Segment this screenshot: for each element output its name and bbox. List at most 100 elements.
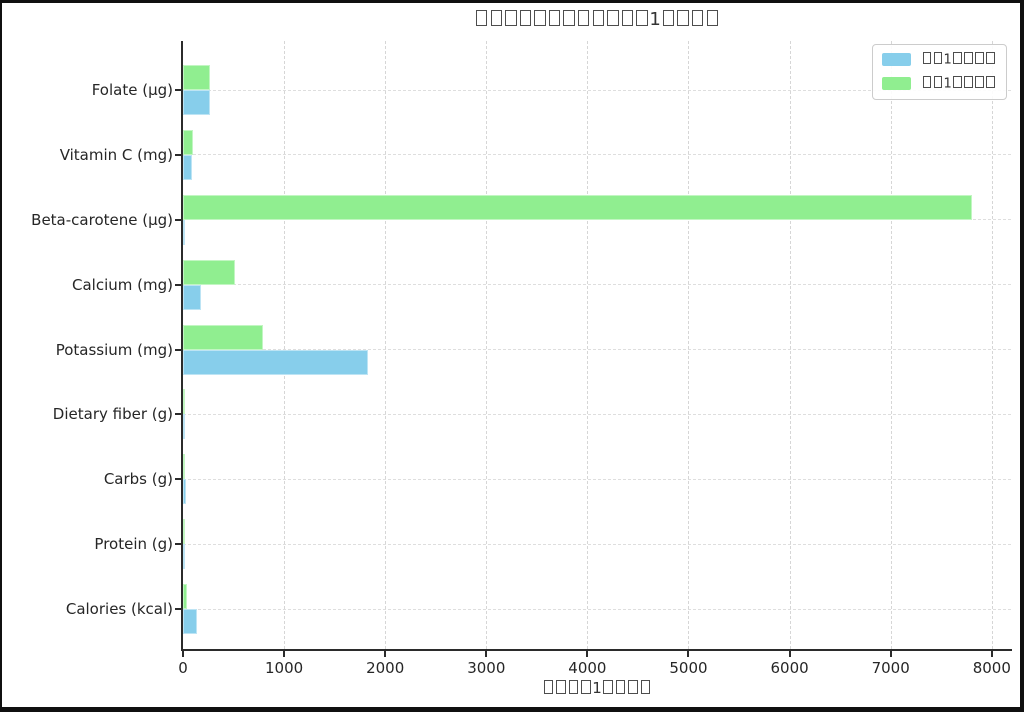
gridline-horizontal (183, 284, 1011, 286)
bar-blue-1 (183, 154, 193, 180)
gridline-horizontal (183, 89, 1011, 91)
tofu-glyph (628, 679, 638, 694)
bar-blue-8 (183, 609, 198, 634)
bar-blue-6 (183, 479, 186, 505)
tofu-glyph (476, 9, 488, 27)
tofu-glyph (519, 9, 532, 27)
tofu-glyph (578, 9, 590, 27)
tofu-glyph (975, 75, 984, 89)
gridline-vertical (890, 41, 892, 649)
x-tick-mark (485, 651, 488, 657)
bar-blue-7 (183, 544, 185, 570)
legend: 1 1 (872, 44, 1007, 101)
tofu-glyph (952, 52, 962, 65)
bar-blue-3 (183, 284, 202, 310)
tofu-glyph (490, 9, 502, 27)
tofu-glyph (603, 679, 613, 694)
tofu-glyph (568, 679, 579, 694)
bar-green-8 (183, 584, 187, 609)
gridline-horizontal (183, 349, 1011, 350)
tofu-glyph (975, 52, 984, 65)
x-tick-mark (586, 651, 589, 657)
legend-entry-blue: 1 (882, 52, 996, 68)
y-tick-label: Carbs (g) (103, 470, 173, 489)
tofu-glyph (534, 9, 546, 27)
x-tick-label: 8000 (972, 659, 1011, 677)
tofu-glyph (581, 679, 591, 694)
bar-green-4 (183, 324, 263, 350)
bar-green-6 (183, 454, 185, 480)
gridline-horizontal (183, 478, 1011, 480)
y-tick-label: Folate (μg) (91, 81, 173, 99)
x-tick-mark (990, 651, 993, 657)
tofu-glyph (963, 52, 973, 65)
tofu-glyph (922, 52, 932, 65)
tofu-glyph (556, 679, 566, 694)
y-tick-label: Dietary fiber (g) (52, 405, 173, 424)
gridline-horizontal (183, 219, 1011, 221)
y-tick-label: Calories (kcal) (65, 600, 173, 618)
tofu-glyph (615, 679, 626, 694)
bar-blue-5 (183, 414, 185, 440)
tofu-glyph (607, 9, 619, 27)
x-tick-mark (384, 651, 387, 657)
gridline-horizontal (183, 154, 1011, 156)
tofu-glyph (592, 9, 604, 27)
tofu-glyph (692, 9, 704, 27)
tofu-glyph (621, 9, 634, 27)
gridline-vertical (789, 41, 791, 649)
y-tick-label: Protein (g) (94, 535, 173, 554)
tofu-glyph (986, 52, 995, 65)
legend-entry-green: 1 (882, 75, 996, 91)
bar-blue-0 (183, 90, 210, 115)
legend-swatch-green (882, 76, 912, 90)
y-axis-spine (181, 41, 183, 651)
x-tick-label: 5000 (669, 659, 708, 677)
bar-green-0 (183, 65, 211, 90)
gridline-horizontal (183, 413, 1011, 415)
y-tick-mark (175, 413, 181, 416)
tofu-glyph (662, 9, 675, 27)
y-tick-mark (175, 283, 181, 286)
y-tick-mark (175, 543, 181, 546)
tofu-glyph (986, 75, 995, 89)
bar-green-1 (183, 129, 194, 155)
x-axis-title: 1 (183, 679, 1011, 697)
tofu-glyph (952, 75, 962, 89)
plot-area (183, 41, 1011, 649)
legend-swatch-blue (882, 53, 912, 67)
x-tick-mark (182, 651, 184, 657)
tofu-glyph (640, 679, 651, 694)
x-tick-label: 2000 (366, 659, 405, 677)
y-tick-label: Potassium (mg) (55, 340, 173, 359)
bar-green-2 (183, 194, 972, 220)
tofu-glyph (933, 75, 943, 89)
x-tick-label: 0 (178, 659, 188, 677)
x-tick-mark (889, 651, 892, 657)
gridline-vertical (385, 41, 387, 649)
bar-green-3 (183, 259, 235, 285)
tofu-glyph (636, 9, 648, 27)
tofu-glyph (543, 679, 554, 694)
x-tick-label: 3000 (467, 659, 506, 677)
gridline-vertical (587, 41, 589, 649)
x-axis-spine (181, 649, 1012, 651)
x-tick-label: 4000 (568, 659, 607, 677)
tofu-glyph (933, 52, 943, 65)
y-tick-label: Beta-carotene (μg) (31, 210, 173, 229)
chart-title: 1 (183, 9, 1011, 30)
tofu-glyph (922, 75, 932, 89)
bar-blue-4 (183, 349, 368, 375)
x-tick-mark (687, 651, 690, 657)
gridline-vertical (284, 41, 286, 649)
tofu-glyph (563, 9, 575, 27)
y-tick-mark (175, 478, 181, 481)
y-tick-mark (175, 153, 181, 156)
bar-green-7 (183, 519, 185, 545)
gridline-horizontal (183, 608, 1011, 610)
y-tick-mark (175, 348, 181, 351)
tofu-glyph (706, 9, 718, 27)
legend-label-blue: 1 (921, 52, 996, 68)
tofu-glyph (677, 9, 689, 27)
